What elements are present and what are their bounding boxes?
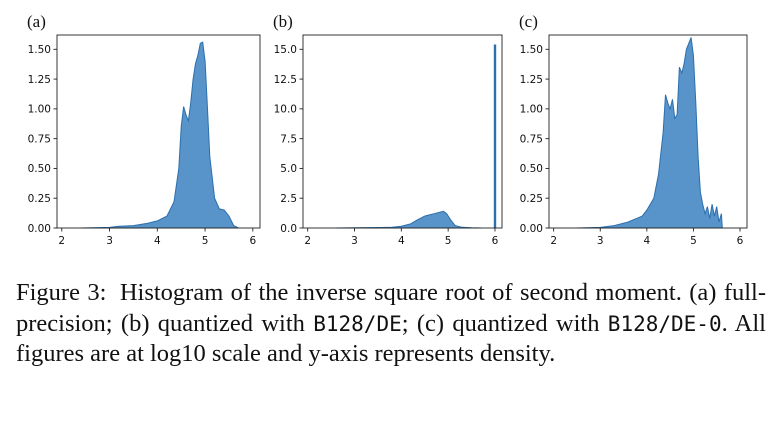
caption-text-2: ; (c) quantized with — [401, 309, 600, 337]
chart-panel-1: 2 3 4 5 6 0.00 0.25 0.50 0.75 1.00 1.25 1.50 (a) — [27, 12, 261, 247]
panel-label: (b) — [273, 12, 293, 31]
x-tick-label: 2 — [58, 235, 65, 247]
y-tick-label: 1.50 — [520, 44, 543, 56]
y-tick-label: 0.75 — [28, 133, 51, 145]
figure-number: Figure 3: — [16, 279, 107, 306]
y-tick-label: 1.00 — [28, 104, 51, 116]
x-tick-label: 3 — [597, 235, 604, 247]
y-tick-label: 12.5 — [274, 74, 297, 86]
chart-panel-2: 2 3 4 5 6 0.0 2.5 5.0 7.5 10.0 12.5 15.0 (b) — [273, 12, 503, 247]
y-tick-label: 0.75 — [520, 133, 543, 145]
x-tick-label: 4 — [154, 235, 161, 247]
y-tick-label: 1.00 — [520, 104, 543, 116]
density-area — [80, 41, 239, 229]
y-tick-label: 15.0 — [274, 44, 297, 56]
y-tick-label: 1.50 — [28, 44, 51, 56]
x-tick-label: 6 — [249, 235, 256, 247]
y-tick-label: 0.25 — [28, 193, 51, 205]
y-tick-label: 0.00 — [520, 223, 543, 235]
x-tick-label: 3 — [106, 235, 113, 247]
y-tick-label: 7.5 — [280, 133, 297, 145]
x-tick-label: 5 — [690, 235, 697, 247]
axes-frame — [56, 34, 261, 229]
x-tick-label: 6 — [492, 235, 499, 247]
caption-text-1: Histogram of the inverse square root of … — [16, 279, 767, 337]
y-tick-label: 0.0 — [280, 223, 297, 235]
caption-text-3: . All figures are at log10 scale and y-a… — [16, 309, 766, 368]
density-area — [335, 210, 481, 229]
x-tick-label: 6 — [737, 235, 744, 247]
x-tick-label: 4 — [398, 235, 405, 247]
density-spike — [493, 44, 497, 228]
axes-frame — [548, 34, 748, 229]
panel-label: (a) — [27, 12, 46, 31]
y-tick-label: 0.50 — [28, 163, 51, 175]
caption-code-2: B128/DE-0 — [607, 311, 722, 336]
figure-caption: Figure 3: Histogram of the inverse squar… — [16, 278, 766, 370]
y-tick-label: 0.25 — [520, 193, 543, 205]
y-tick-label: 5.0 — [280, 163, 297, 175]
histogram-figure: 2 3 4 5 6 0.00 0.25 0.50 0.75 1.00 1.25 1.50 (a) 2 3 4 5… — [27, 12, 748, 247]
y-tick-label: 0.00 — [28, 223, 51, 235]
x-tick-label: 5 — [202, 235, 209, 247]
y-tick-label: 1.25 — [28, 74, 51, 86]
chart-panel-3: 2 3 4 5 6 0.00 0.25 0.50 0.75 1.00 1.25 1.50 (c) — [519, 12, 748, 247]
caption-code-1: B128/DE — [313, 311, 402, 336]
x-tick-label: 5 — [445, 235, 452, 247]
y-tick-label: 0.50 — [520, 163, 543, 175]
x-tick-label: 3 — [351, 235, 358, 247]
x-tick-label: 4 — [643, 235, 650, 247]
x-tick-label: 2 — [550, 235, 557, 247]
panel-label: (c) — [519, 12, 538, 31]
x-tick-label: 2 — [304, 235, 311, 247]
y-tick-label: 10.0 — [274, 104, 297, 116]
axes-frame — [302, 34, 503, 229]
y-tick-label: 1.25 — [520, 74, 543, 86]
density-area — [576, 37, 723, 229]
y-tick-label: 2.5 — [280, 193, 297, 205]
